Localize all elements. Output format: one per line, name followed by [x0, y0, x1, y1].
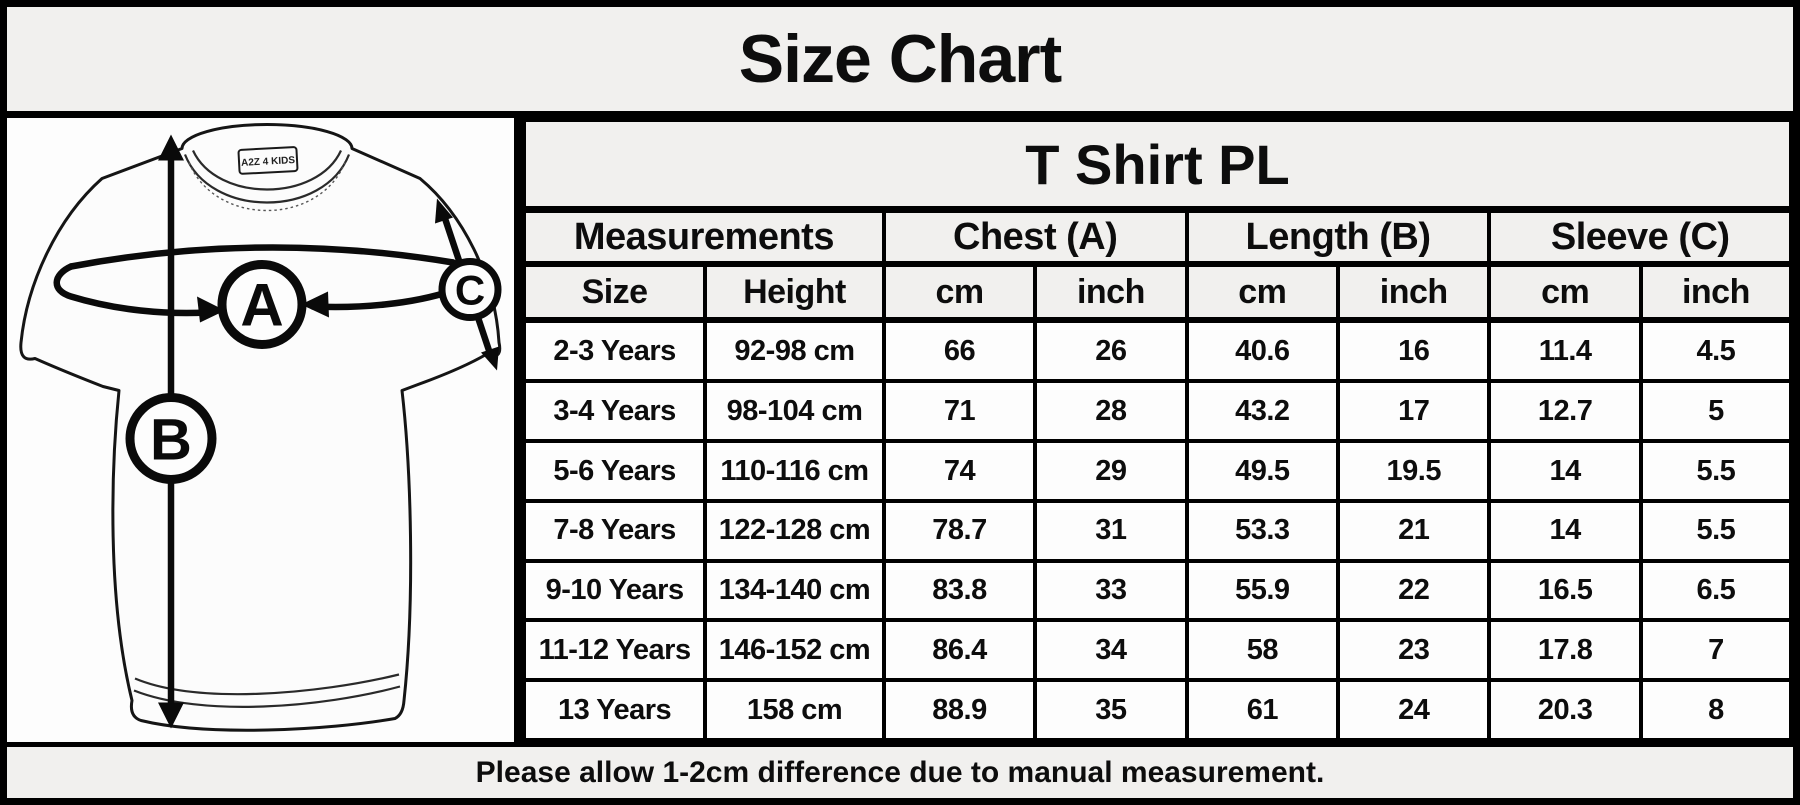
chest-inch-cell: 28 [1033, 379, 1189, 444]
sleeve-inch-cell: 5 [1638, 379, 1793, 444]
height-cell: 122-128 cm [703, 498, 886, 563]
tshirt-outline-icon [19, 123, 502, 732]
size-cell: 11-12 Years [521, 618, 708, 683]
table-row: 11-12 Years 146-152 cm 86.4 34 58 23 17.8 7 [521, 618, 1793, 683]
size-table-panel: T Shirt PL Measurements Chest (A) Length… [521, 118, 1793, 742]
col-header-length-cm: cm [1184, 262, 1341, 323]
sleeve-inch-cell: 7 [1638, 618, 1793, 683]
table-row: 7-8 Years 122-128 cm 78.7 31 53.3 21 14 5.5 [521, 498, 1793, 563]
length-inch-cell: 23 [1336, 618, 1492, 683]
length-marker-label: B [150, 408, 192, 473]
collar-icon [183, 154, 351, 204]
col-header-height: Height [703, 262, 886, 323]
col-header-size: Size [521, 262, 708, 323]
chest-inch-cell: 31 [1033, 498, 1189, 563]
chest-inch-cell: 33 [1033, 558, 1189, 623]
sleeve-inch-cell: 6.5 [1638, 558, 1793, 623]
size-cell: 2-3 Years [521, 317, 708, 384]
size-cell: 13 Years [521, 678, 708, 742]
height-cell: 98-104 cm [703, 379, 886, 444]
chest-marker: A [217, 260, 307, 349]
length-cm-cell: 40.6 [1184, 317, 1341, 384]
chest-inch-cell: 35 [1033, 678, 1189, 742]
length-marker: B [125, 393, 217, 484]
height-cell: 134-140 cm [703, 558, 886, 623]
brand-tag-label: A2Z 4 KIDS [241, 155, 296, 169]
sleeve-inch-cell: 5.5 [1638, 498, 1793, 563]
length-cm-cell: 55.9 [1184, 558, 1341, 623]
group-header-measurements: Measurements [522, 207, 886, 267]
size-cell: 9-10 Years [521, 558, 708, 623]
chest-inch-cell: 29 [1033, 439, 1189, 503]
chest-inch-cell: 26 [1033, 317, 1189, 384]
sleeve-inch-cell: 4.5 [1638, 317, 1793, 384]
table-row: 3-4 Years 98-104 cm 71 28 43.2 17 12.7 5 [521, 379, 1793, 444]
sleeve-cm-cell: 20.3 [1487, 678, 1643, 742]
length-inch-cell: 16 [1336, 317, 1492, 384]
sleeve-marker-label: C [455, 267, 485, 314]
table-row: 13 Years 158 cm 88.9 35 61 24 20.3 8 [521, 678, 1793, 742]
chest-inch-cell: 34 [1033, 618, 1189, 683]
height-cell: 92-98 cm [703, 317, 886, 384]
sleeve-cm-cell: 17.8 [1487, 618, 1643, 683]
chest-cm-cell: 78.7 [881, 498, 1038, 563]
size-table: T Shirt PL Measurements Chest (A) Length… [521, 118, 1793, 742]
hem-stitch-icon [133, 673, 401, 708]
col-header-sleeve-cm: cm [1487, 262, 1643, 323]
height-cell: 158 cm [703, 678, 886, 742]
length-cm-cell: 49.5 [1184, 439, 1341, 503]
sleeve-inch-cell: 5.5 [1638, 439, 1793, 503]
group-header-length: Length (B) [1184, 207, 1492, 267]
table-row: 2-3 Years 92-98 cm 66 26 40.6 16 11.4 4.5 [521, 317, 1793, 384]
length-inch-cell: 22 [1336, 558, 1492, 623]
length-cm-cell: 53.3 [1184, 498, 1341, 563]
sleeve-inch-cell: 8 [1638, 678, 1793, 742]
tshirt-diagram-panel: A2Z 4 KIDS [7, 118, 522, 742]
size-cell: 3-4 Years [521, 379, 708, 444]
sleeve-cm-cell: 12.7 [1487, 379, 1643, 444]
chest-cm-cell: 66 [881, 317, 1038, 384]
col-header-sleeve-inch: inch [1638, 262, 1793, 323]
chest-cm-cell: 86.4 [881, 618, 1038, 683]
size-cell: 5-6 Years [521, 439, 708, 503]
chest-cm-cell: 74 [881, 439, 1038, 503]
length-cm-cell: 43.2 [1184, 379, 1341, 444]
collar-inner-icon [192, 150, 342, 191]
group-header-chest: Chest (A) [881, 207, 1189, 267]
group-header-sleeve: Sleeve (C) [1487, 207, 1793, 267]
content-area: A2Z 4 KIDS [7, 118, 1793, 742]
length-inch-cell: 24 [1336, 678, 1492, 742]
length-cm-cell: 61 [1184, 678, 1341, 742]
length-inch-cell: 21 [1336, 498, 1492, 563]
tshirt-diagram-icon: A2Z 4 KIDS [19, 123, 502, 732]
col-header-chest-cm: cm [881, 262, 1038, 323]
size-table-body: 2-3 Years 92-98 cm 66 26 40.6 16 11.4 4.5 3-4 Ye… [521, 317, 1793, 742]
height-cell: 146-152 cm [703, 618, 886, 683]
table-title: T Shirt PL [522, 118, 1793, 213]
length-inch-cell: 19.5 [1336, 439, 1492, 503]
table-row: 9-10 Years 134-140 cm 83.8 33 55.9 22 16.5 6.5 [521, 558, 1793, 623]
col-header-length-inch: inch [1336, 262, 1492, 323]
sleeve-cm-cell: 14 [1487, 498, 1643, 563]
sleeve-cm-cell: 16.5 [1487, 558, 1643, 623]
size-cell: 7-8 Years [521, 498, 708, 563]
length-inch-cell: 17 [1336, 379, 1492, 444]
length-cm-cell: 58 [1184, 618, 1341, 683]
table-row: 5-6 Years 110-116 cm 74 29 49.5 19.5 14 5.5 [521, 439, 1793, 503]
sleeve-cm-cell: 11.4 [1487, 317, 1643, 384]
sleeve-marker: C [438, 258, 502, 321]
footer-note: Please allow 1-2cm difference due to man… [7, 742, 1793, 798]
brand-tag: A2Z 4 KIDS [237, 146, 299, 175]
chest-cm-cell: 88.9 [881, 678, 1038, 742]
page-title: Size Chart [7, 7, 1793, 118]
sleeve-cm-cell: 14 [1487, 439, 1643, 503]
chest-cm-cell: 71 [881, 379, 1038, 444]
chest-cm-cell: 83.8 [881, 558, 1038, 623]
chest-marker-label: A [240, 272, 283, 339]
col-header-chest-inch: inch [1033, 262, 1189, 323]
height-cell: 110-116 cm [703, 439, 886, 503]
